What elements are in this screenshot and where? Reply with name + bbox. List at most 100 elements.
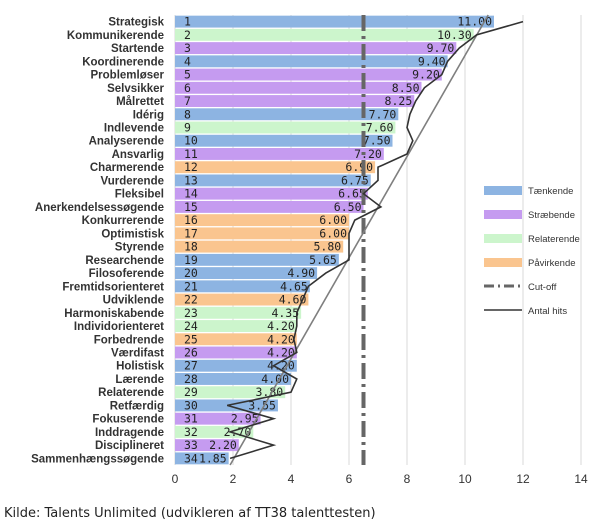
legend-swatch xyxy=(484,234,522,243)
rank-label: 25 xyxy=(184,332,198,346)
value-label: 4.65 xyxy=(280,279,308,293)
trend-line xyxy=(229,14,489,466)
bar xyxy=(175,55,448,68)
chart: 0 2 4 6 8 10 12 14 Strategisk 1 11.00 Kommunikerend… xyxy=(31,14,588,486)
value-label: 8.25 xyxy=(385,94,413,108)
value-label: 6.65 xyxy=(338,187,366,201)
legend-swatch xyxy=(484,186,522,195)
rank-label: 28 xyxy=(184,372,198,386)
bar xyxy=(175,174,371,187)
value-label: 5.65 xyxy=(309,253,337,267)
bar xyxy=(175,187,368,200)
rank-label: 16 xyxy=(184,213,198,227)
category-label: Strategisk xyxy=(108,17,164,29)
rank-label: 29 xyxy=(184,385,198,399)
value-label: 7.20 xyxy=(354,147,382,161)
category-label: Individorienteret xyxy=(74,321,164,333)
category-label: Forbedrende xyxy=(94,334,164,346)
value-label: 7.50 xyxy=(363,134,391,148)
rank-label: 24 xyxy=(184,319,198,333)
bar xyxy=(175,134,393,147)
rank-label: 14 xyxy=(184,187,198,201)
category-label: Selvsikker xyxy=(107,83,164,95)
category-label: Relaterende xyxy=(98,387,164,399)
x-tick-label: 10 xyxy=(458,472,472,486)
source-note: Kilde: Talents Unlimited (udvikleren af … xyxy=(4,506,376,521)
bar xyxy=(175,200,364,213)
value-label: 5.80 xyxy=(313,240,341,254)
category-label: Fremtidsorienteret xyxy=(62,281,164,293)
value-label: 4.35 xyxy=(271,306,299,320)
value-label: 9.20 xyxy=(412,68,440,82)
category-label: Indlevende xyxy=(104,123,164,135)
bar xyxy=(175,346,297,359)
value-label: 7.70 xyxy=(369,107,397,121)
category-label: Harmoniskabende xyxy=(64,308,164,320)
rank-label: 8 xyxy=(184,107,191,121)
bar xyxy=(175,425,254,438)
rank-label: 4 xyxy=(184,54,191,68)
value-label: 6.90 xyxy=(345,160,373,174)
legend-label: Cut-off xyxy=(528,282,557,293)
category-label: Inddragende xyxy=(95,427,164,439)
bar xyxy=(175,148,384,160)
legend-label: Relaterende xyxy=(528,234,580,245)
bar xyxy=(175,359,297,372)
rank-label: 1 xyxy=(184,15,191,29)
rank-label: 12 xyxy=(184,160,198,174)
value-label: 4.20 xyxy=(267,319,295,333)
rank-label: 17 xyxy=(184,226,198,240)
category-label: Værdifast xyxy=(111,348,164,360)
category-label: Konkurrerende xyxy=(82,215,164,227)
bar xyxy=(175,412,261,425)
rank-label: 20 xyxy=(184,266,198,280)
legend-swatch xyxy=(484,258,522,267)
rank-label: 22 xyxy=(184,293,198,307)
rank-label: 30 xyxy=(184,398,198,412)
category-label: Holistisk xyxy=(116,361,165,373)
x-tick-label: 14 xyxy=(574,472,588,486)
value-label: 4.20 xyxy=(267,359,295,373)
category-label: Idérig xyxy=(133,109,164,121)
category-label: Målrettet xyxy=(116,96,164,108)
rank-label: 26 xyxy=(184,346,198,360)
bar xyxy=(175,253,339,266)
bar xyxy=(175,28,474,41)
bar xyxy=(175,399,278,412)
bar xyxy=(175,333,297,346)
bar xyxy=(175,452,229,465)
rank-label: 10 xyxy=(184,134,198,148)
value-label: 4.20 xyxy=(267,332,295,346)
x-tick-label: 6 xyxy=(346,472,353,486)
category-label: Charmerende xyxy=(90,162,164,174)
rank-label: 32 xyxy=(184,425,198,439)
value-label: 2.20 xyxy=(209,438,237,452)
category-label: Anerkendelsessøgende xyxy=(35,202,164,214)
bar xyxy=(175,161,376,174)
category-label: Kommunikerende xyxy=(67,30,164,42)
category-label: Startende xyxy=(111,43,164,55)
category-label: Disciplineret xyxy=(95,440,164,452)
value-label: 10.30 xyxy=(437,28,472,42)
bar xyxy=(175,267,318,280)
value-label: 6.00 xyxy=(319,226,347,240)
category-label: Problemløser xyxy=(91,70,165,82)
rank-label: 9 xyxy=(184,121,191,135)
value-label: 8.50 xyxy=(392,81,420,95)
bar xyxy=(175,68,442,81)
bar xyxy=(175,439,239,452)
value-label: 4.90 xyxy=(287,266,315,280)
value-label: 1.85 xyxy=(199,451,227,465)
category-label: Researchende xyxy=(85,255,164,267)
x-tick-label: 12 xyxy=(516,472,530,486)
bar xyxy=(175,386,286,399)
rank-label: 31 xyxy=(184,412,198,426)
value-label: 11.00 xyxy=(457,15,492,29)
category-label: Optimistisk xyxy=(101,228,164,240)
category-label: Retfærdig xyxy=(110,400,164,412)
rank-label: 5 xyxy=(184,68,191,82)
bar xyxy=(175,42,457,55)
x-tick-label: 0 xyxy=(172,472,179,486)
legend-label: Antal hits xyxy=(528,306,567,317)
category-label: Ansvarlig xyxy=(112,149,164,161)
